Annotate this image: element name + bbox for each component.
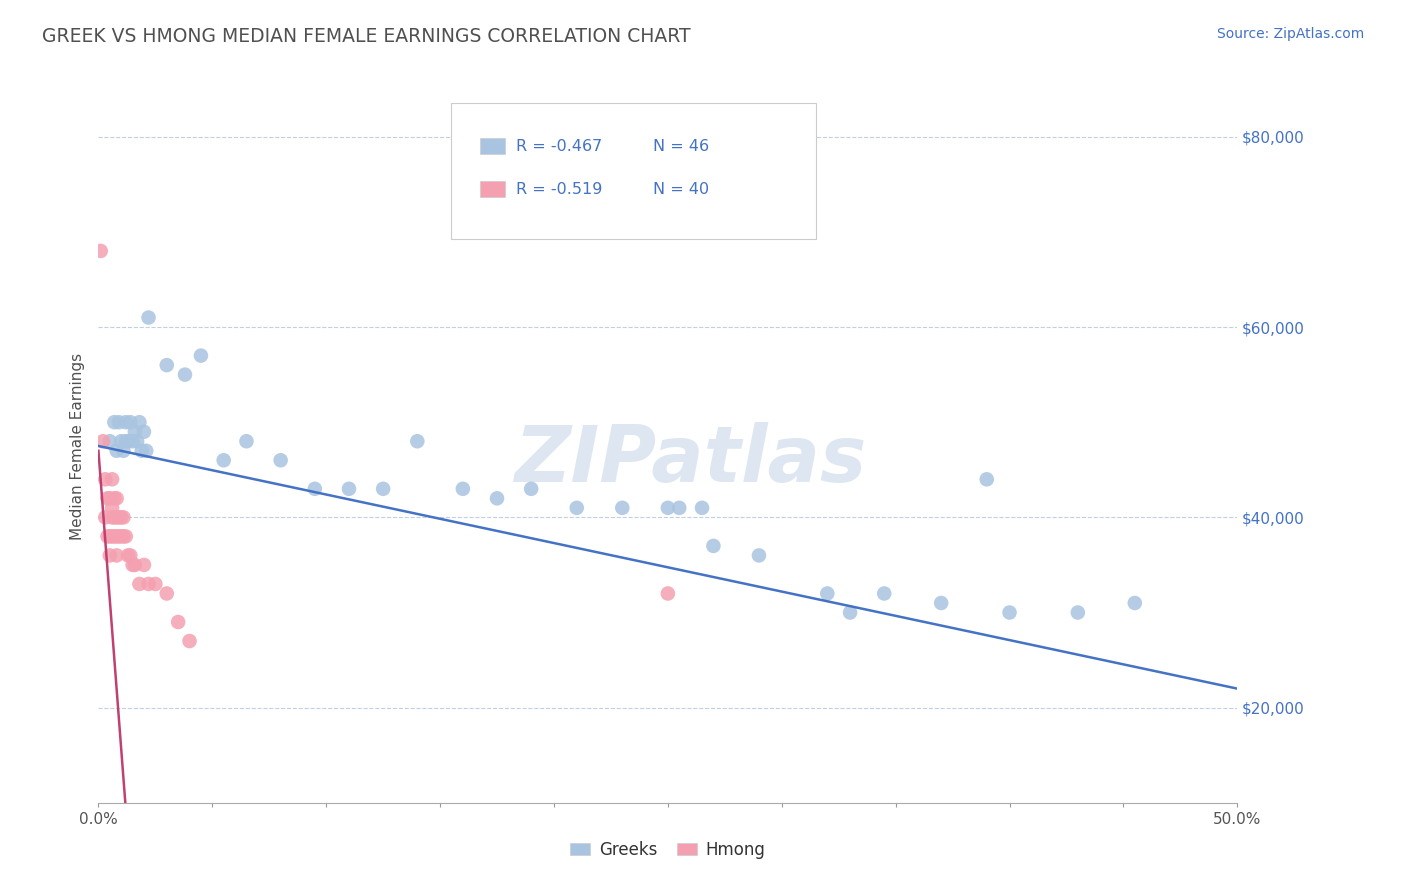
Y-axis label: Median Female Earnings: Median Female Earnings [69,352,84,540]
Point [179,634,201,648]
Point [114,415,136,429]
Point [120,549,142,563]
Point [748,549,770,563]
Point [406,434,429,449]
Point [110,434,132,449]
Point [815,586,838,600]
Point [105,529,128,543]
Point [135,443,157,458]
Point [128,577,150,591]
Point [120,415,142,429]
Point [105,443,128,458]
Point [96,491,118,506]
Point [117,549,139,563]
Point [138,310,160,325]
Point [98,434,121,449]
Point [91,434,114,449]
Point [128,415,150,429]
Bar [479,181,505,197]
Point [98,491,121,506]
Point [108,415,131,429]
Text: Source: ZipAtlas.com: Source: ZipAtlas.com [1216,27,1364,41]
Point [114,529,136,543]
Legend: Greeks, Hmong: Greeks, Hmong [564,835,772,866]
Point [96,529,118,543]
Point [486,491,509,506]
Point [103,491,125,506]
Point [108,529,131,543]
Point [657,500,679,515]
Bar [479,138,505,154]
Point [131,443,153,458]
Text: N = 46: N = 46 [652,139,709,153]
Point [101,500,124,515]
Point [103,510,125,524]
Point [1123,596,1146,610]
Point [101,472,124,486]
Text: N = 40: N = 40 [652,182,709,196]
Point [690,500,713,515]
Point [1067,606,1090,620]
Point [124,425,146,439]
Point [94,510,117,524]
Point [101,843,124,857]
Text: GREEK VS HMONG MEDIAN FEMALE EARNINGS CORRELATION CHART: GREEK VS HMONG MEDIAN FEMALE EARNINGS CO… [42,27,690,45]
Point [304,482,326,496]
Point [98,549,121,563]
Point [371,482,394,496]
Point [103,529,125,543]
Point [121,434,143,449]
FancyBboxPatch shape [451,103,815,239]
Text: R = -0.519: R = -0.519 [516,182,603,196]
Point [101,529,124,543]
Point [337,482,360,496]
Point [105,510,128,524]
Point [127,434,149,449]
Point [112,443,135,458]
Point [114,434,136,449]
Point [94,472,117,486]
Point [110,529,132,543]
Point [132,425,155,439]
Point [702,539,724,553]
Point [112,529,135,543]
Point [121,558,143,572]
Point [145,577,167,591]
Point [235,434,257,449]
Point [190,349,212,363]
Point [108,510,131,524]
Point [156,586,179,600]
Point [90,244,112,258]
Point [839,606,862,620]
Point [138,577,160,591]
Text: R = -0.467: R = -0.467 [516,139,603,153]
Point [156,358,179,372]
Point [124,558,146,572]
Point [117,434,139,449]
Point [103,415,125,429]
Text: ZIPatlas: ZIPatlas [515,422,866,499]
Point [565,500,588,515]
Point [101,510,124,524]
Point [668,500,690,515]
Point [167,615,190,629]
Point [520,482,543,496]
Point [112,510,135,524]
Point [98,529,121,543]
Point [174,368,197,382]
Point [998,606,1021,620]
Point [105,549,128,563]
Point [929,596,952,610]
Point [612,500,634,515]
Point [132,558,155,572]
Point [110,510,132,524]
Point [451,482,474,496]
Point [212,453,235,467]
Point [657,586,679,600]
Point [873,586,896,600]
Point [270,453,292,467]
Point [105,491,128,506]
Point [976,472,998,486]
